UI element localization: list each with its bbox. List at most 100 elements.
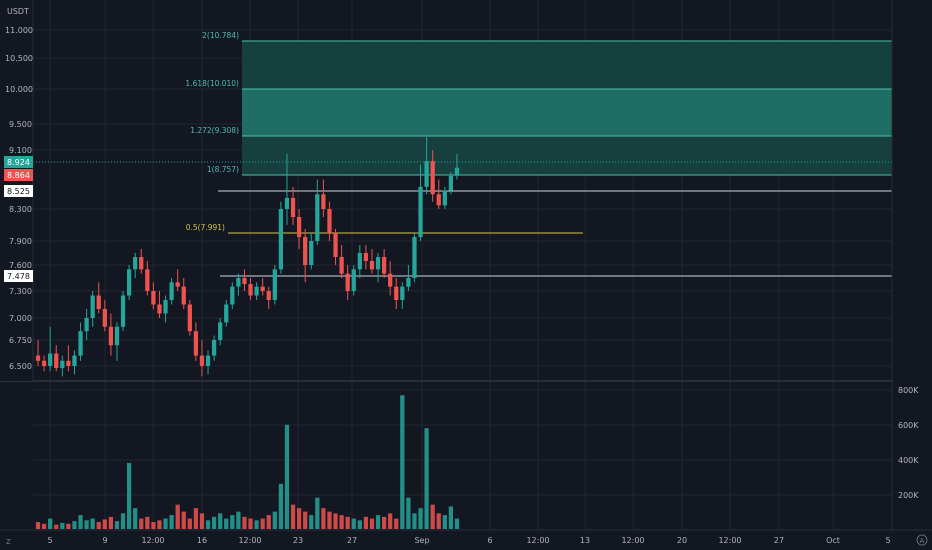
- candle-body: [139, 257, 144, 270]
- candle-body: [193, 331, 199, 356]
- volume-bar: [35, 522, 41, 529]
- volume-bar: [230, 515, 235, 529]
- time-tick: 6: [487, 536, 492, 545]
- candle-body: [290, 197, 296, 217]
- candle-body: [175, 282, 180, 287]
- volume-bar: [211, 516, 217, 529]
- price-badge-current-label: 8.924: [7, 158, 30, 167]
- currency-label: USDT: [7, 7, 29, 16]
- candle-body: [145, 269, 150, 291]
- volume-axis[interactable]: 800K 600K 400K 200K: [891, 0, 919, 530]
- volume-bar: [205, 520, 211, 529]
- time-tick: 16: [197, 536, 207, 545]
- candle-body: [187, 304, 192, 332]
- time-axis[interactable]: 5 9 12:00 16 12:00 23 27 Sep 6 12:00 13 …: [0, 529, 932, 545]
- price-tick: 11.000: [5, 26, 33, 35]
- fib-label-1272: 1.272(9.308): [190, 126, 239, 135]
- volume-bar: [260, 518, 265, 529]
- fib-zone-middle: [242, 89, 892, 136]
- volume-bar: [175, 504, 180, 529]
- price-tick: 6.750: [9, 336, 32, 345]
- candle-body: [90, 295, 95, 318]
- volume-bar: [139, 518, 144, 529]
- auto-scale-button[interactable]: A: [916, 534, 928, 546]
- time-tick: 9: [102, 536, 107, 545]
- volume-bar: [236, 511, 241, 529]
- candle-body: [41, 360, 47, 366]
- volume-bar: [133, 508, 138, 529]
- volume-bar: [315, 497, 320, 529]
- volume-bar: [66, 523, 71, 529]
- volume-bar: [60, 522, 65, 529]
- volume-bar: [145, 516, 150, 529]
- time-tick: 5: [885, 536, 890, 545]
- price-axis[interactable]: USDT 11.000 10.500 10.000 9.500 9.100 8.…: [0, 0, 34, 381]
- volume-bar: [436, 513, 441, 529]
- candle-body: [296, 217, 302, 237]
- candle-body: [102, 309, 107, 327]
- price-tick: 10.000: [5, 85, 33, 94]
- volume-bar: [114, 521, 120, 529]
- candle-body: [369, 261, 375, 270]
- candle-body: [327, 209, 332, 233]
- volume-bar: [108, 516, 114, 529]
- candle-body: [363, 253, 369, 261]
- volume-bar: [266, 515, 271, 529]
- candle-body: [388, 273, 393, 287]
- volume-bar: [394, 518, 399, 529]
- price-badge-level-lower-label: 7.478: [7, 272, 30, 281]
- candle-body: [400, 286, 405, 300]
- volume-bar: [454, 518, 460, 529]
- volume-bar: [272, 511, 277, 529]
- candle-body: [284, 197, 290, 209]
- volume-bar: [448, 506, 454, 529]
- volume-bar: [41, 523, 47, 529]
- price-tick: 9.500: [9, 120, 32, 129]
- log-scale-button[interactable]: Z: [4, 535, 14, 546]
- volume-bar: [357, 520, 362, 529]
- volume-bar: [290, 504, 296, 529]
- volume-bar: [163, 518, 168, 529]
- price-tick: 7.300: [9, 287, 32, 296]
- volume-bar: [406, 497, 411, 529]
- volume-bar: [400, 395, 405, 529]
- volume-bar: [126, 462, 132, 529]
- time-tick: 23: [293, 536, 303, 545]
- candle-body: [60, 360, 65, 369]
- fib-label-2: 2(10.784): [202, 31, 239, 40]
- time-tick: Sep: [414, 536, 429, 545]
- candle-body: [205, 355, 211, 366]
- price-badge-last-label: 8.864: [7, 171, 30, 180]
- volume-series: [35, 395, 460, 529]
- volume-bar: [303, 511, 308, 529]
- candle-body: [78, 331, 83, 356]
- price-tick: 7.900: [9, 237, 32, 246]
- candle-body: [430, 161, 435, 195]
- time-tick: 20: [677, 536, 687, 545]
- volume-bar: [424, 428, 429, 529]
- volume-bar: [157, 520, 162, 529]
- price-badge-level-lower: [4, 270, 33, 282]
- time-tick: 12:00: [718, 536, 741, 545]
- volume-bar: [442, 515, 447, 529]
- candle-body: [248, 284, 253, 296]
- candle-body: [84, 318, 89, 332]
- candle-body: [163, 300, 168, 314]
- volume-bar: [224, 518, 229, 529]
- candle-body: [339, 257, 344, 274]
- candle-body: [260, 286, 265, 291]
- price-tick: 6.500: [9, 362, 32, 371]
- candlestick-series: [35, 137, 460, 377]
- horizontal-levels[interactable]: [0, 161, 892, 277]
- time-tick: 12:00: [621, 536, 644, 545]
- time-tick: 13: [580, 536, 590, 545]
- candle-body: [272, 269, 277, 300]
- volume-bar: [363, 516, 369, 529]
- time-tick: 27: [774, 536, 784, 545]
- volume-tick: 800K: [898, 386, 919, 395]
- candle-body: [169, 282, 174, 300]
- volume-bar: [309, 515, 314, 529]
- fibonacci-extension[interactable]: 2(10.784) 1.618(10.010) 1.272(9.308) 1(8…: [185, 31, 892, 234]
- volume-bar: [151, 522, 156, 529]
